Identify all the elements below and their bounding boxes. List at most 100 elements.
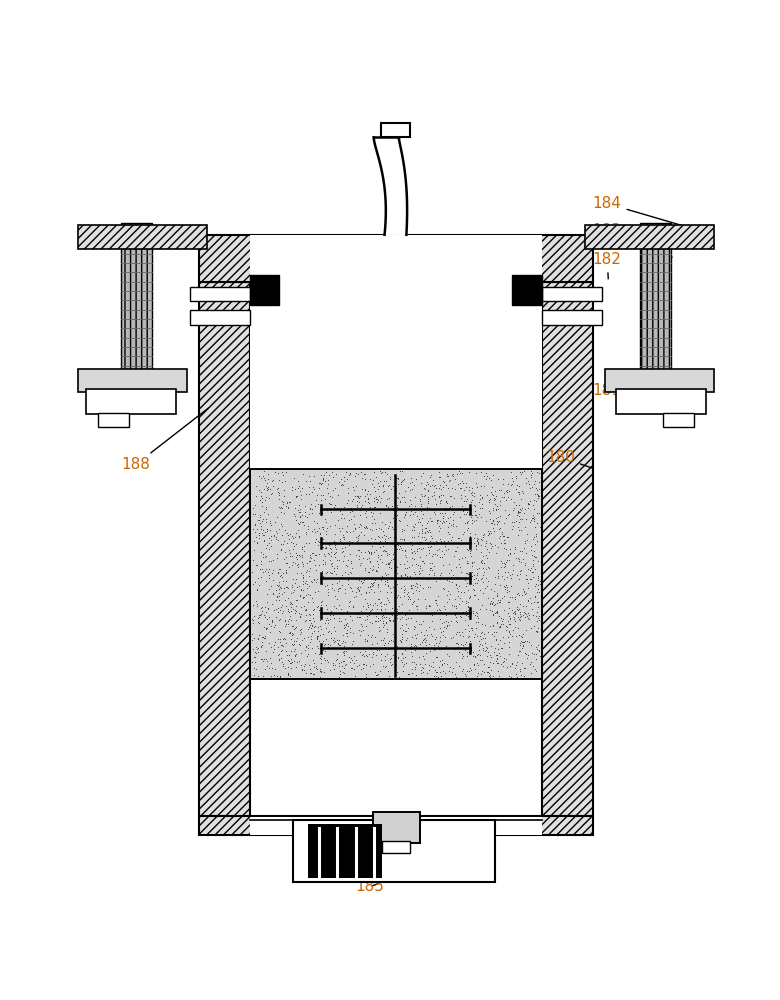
Point xyxy=(361,640,374,656)
Point xyxy=(276,597,289,613)
Point xyxy=(484,595,497,611)
Point xyxy=(528,594,541,610)
Point xyxy=(509,628,522,644)
Point xyxy=(476,597,488,613)
Point xyxy=(478,478,491,494)
Bar xyxy=(604,369,714,392)
Point xyxy=(300,607,312,623)
Point xyxy=(508,604,520,620)
Point xyxy=(491,605,503,621)
Point xyxy=(302,518,314,534)
Point xyxy=(328,517,341,533)
Point xyxy=(512,647,524,663)
Point xyxy=(491,650,503,666)
Point xyxy=(470,567,483,583)
Point xyxy=(359,612,371,628)
Point xyxy=(372,481,385,497)
Point xyxy=(442,480,455,496)
Point xyxy=(380,658,392,674)
Point xyxy=(504,589,516,605)
Point xyxy=(261,564,274,580)
Point xyxy=(502,605,514,621)
Point xyxy=(289,508,302,524)
Point xyxy=(417,529,430,545)
Point xyxy=(519,609,531,625)
Point xyxy=(523,571,536,587)
Point xyxy=(370,642,383,658)
Point xyxy=(303,535,315,551)
Point xyxy=(452,463,465,479)
Point xyxy=(525,542,537,558)
Point xyxy=(434,477,446,493)
Point xyxy=(307,666,320,682)
Point xyxy=(303,549,316,565)
Point xyxy=(510,550,523,566)
Point xyxy=(502,608,515,624)
Point xyxy=(526,479,538,495)
Point xyxy=(309,618,321,634)
Point xyxy=(346,636,358,652)
Point xyxy=(394,531,406,547)
Point xyxy=(257,533,270,549)
Point xyxy=(406,580,418,596)
Point xyxy=(508,545,520,561)
Point xyxy=(445,630,458,646)
Point xyxy=(483,526,495,542)
Point xyxy=(268,637,281,653)
Point xyxy=(528,511,541,527)
Point xyxy=(249,644,261,660)
Point xyxy=(515,562,527,578)
Point xyxy=(391,499,403,515)
Point xyxy=(437,513,449,529)
Point xyxy=(259,651,271,667)
Polygon shape xyxy=(386,211,407,213)
Point xyxy=(359,643,371,659)
Point xyxy=(261,521,273,537)
Point xyxy=(355,623,367,639)
Point xyxy=(449,518,462,534)
Point xyxy=(500,510,512,526)
Point xyxy=(509,513,522,529)
Point xyxy=(460,504,473,520)
Point xyxy=(511,599,523,615)
Point xyxy=(483,560,495,576)
Point xyxy=(319,636,332,652)
Point xyxy=(486,626,498,642)
Point xyxy=(271,589,283,605)
Point xyxy=(481,624,494,640)
Point xyxy=(303,553,316,569)
Point xyxy=(360,518,372,534)
Point xyxy=(529,561,541,577)
Point xyxy=(378,483,390,499)
Point xyxy=(530,486,543,502)
Point xyxy=(296,570,309,586)
Point xyxy=(390,480,402,496)
Point xyxy=(265,668,278,684)
Point xyxy=(452,658,465,674)
Point xyxy=(339,657,352,673)
Point xyxy=(519,475,532,491)
Point xyxy=(325,489,338,505)
Point xyxy=(328,630,340,646)
Point xyxy=(276,605,289,621)
Point xyxy=(277,658,289,674)
Point xyxy=(361,532,374,548)
Point xyxy=(417,540,429,556)
Point xyxy=(330,566,342,582)
Point xyxy=(397,663,410,679)
Point xyxy=(381,624,393,640)
Point xyxy=(492,471,505,487)
Point xyxy=(338,510,350,526)
Polygon shape xyxy=(384,180,406,181)
Point xyxy=(503,626,516,642)
Point xyxy=(423,542,435,558)
Point xyxy=(326,605,339,621)
Point xyxy=(442,565,455,581)
Point xyxy=(288,653,300,669)
Point xyxy=(530,480,542,496)
Point xyxy=(434,624,447,640)
Point xyxy=(500,483,512,499)
Point xyxy=(360,551,373,567)
Point xyxy=(307,610,320,626)
Text: 185: 185 xyxy=(355,879,384,894)
